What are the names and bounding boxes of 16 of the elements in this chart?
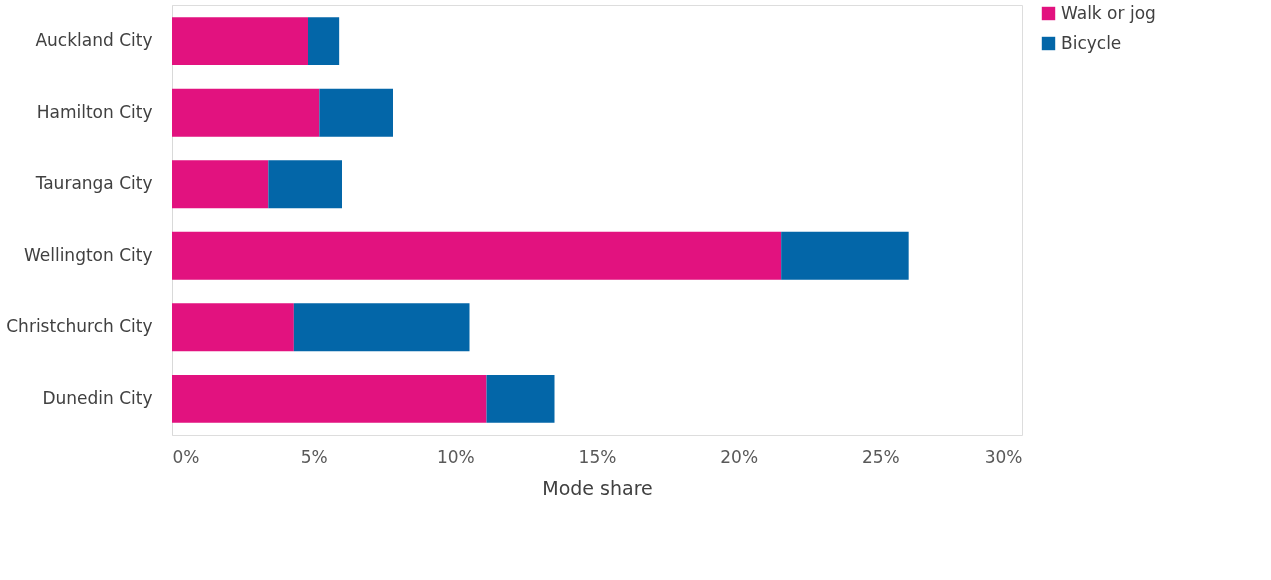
x-tick-label: 15% (578, 446, 617, 467)
y-tick-label: Auckland City (35, 30, 153, 51)
x-tick-label: 0% (172, 446, 200, 467)
x-tick-label: 10% (436, 446, 475, 467)
x-tick-label: 5% (300, 446, 328, 467)
x-tick-label: 20% (720, 446, 759, 467)
y-tick-label: Hamilton City (36, 101, 153, 122)
y-tick-label: Tauranga City (34, 173, 153, 194)
x-tick-label: 25% (861, 446, 900, 467)
y-tick-label: Christchurch City (6, 316, 153, 337)
x-tick-label: 30% (984, 446, 1023, 467)
legend-label: Walk or jog (1061, 2, 1156, 23)
y-tick-label: Wellington City (23, 244, 153, 265)
y-tick-label: Dunedin City (42, 387, 153, 408)
x-axis-title: Mode share (542, 476, 653, 499)
legend-label: Bicycle (1061, 32, 1122, 53)
